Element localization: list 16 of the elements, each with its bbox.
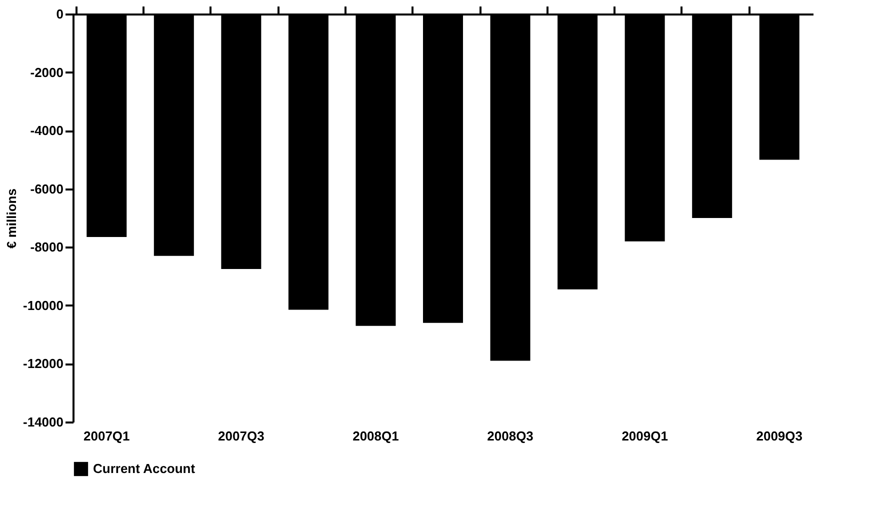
y-tick-label: -6000 [30, 181, 64, 196]
x-tick-label: 2008Q1 [352, 428, 399, 444]
legend-label: Current Account [93, 461, 196, 476]
x-tick-label: 2008Q3 [487, 428, 534, 444]
y-tick-label: -10000 [23, 298, 64, 313]
y-tick-label: -4000 [30, 123, 64, 138]
y-tick-label: -14000 [23, 414, 64, 430]
y-tick-label: -2000 [30, 64, 64, 80]
y-axis-title: € millions [4, 188, 20, 248]
y-tick-label: 0 [56, 6, 64, 22]
x-tick-label: 2007Q1 [84, 428, 130, 444]
y-tick-label: -8000 [30, 240, 64, 255]
x-tick-label: 2009Q1 [622, 428, 668, 444]
x-tick-label: 2007Q3 [218, 428, 264, 444]
x-tick-label: 2009Q3 [756, 428, 802, 444]
y-tick-label: -12000 [23, 356, 64, 372]
